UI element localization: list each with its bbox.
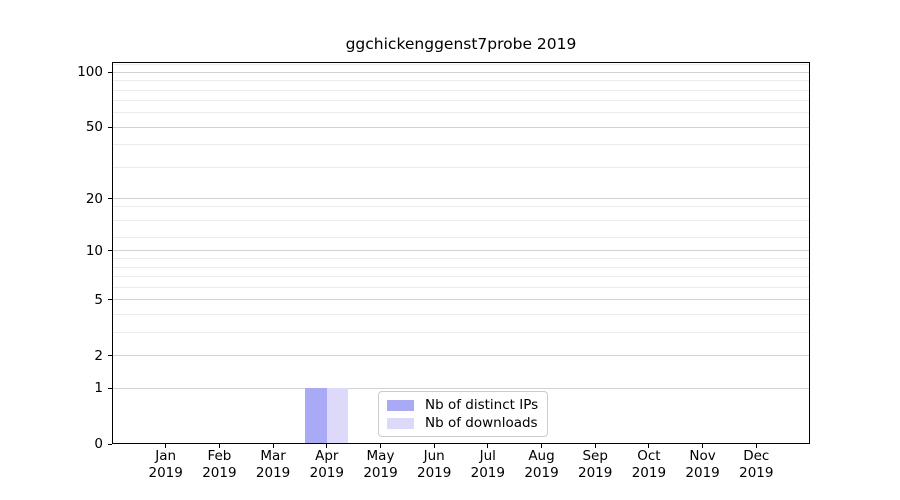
- minor-gridline: [113, 236, 809, 238]
- x-axis-tick: [541, 444, 542, 448]
- x-axis-tick-label: Feb 2019: [179, 448, 259, 481]
- x-tick-month: May: [366, 448, 395, 464]
- plot-area: [112, 62, 810, 444]
- x-tick-year: 2019: [631, 464, 667, 481]
- x-axis-tick-label: Mar 2019: [233, 448, 313, 481]
- x-axis-tick: [272, 444, 274, 448]
- legend-swatch: [387, 399, 414, 411]
- major-gridline: [113, 71, 809, 73]
- x-tick-year: 2019: [417, 464, 452, 481]
- x-tick-year: 2019: [524, 464, 559, 481]
- y-axis-tick: [108, 71, 112, 73]
- y-axis-tick-label: 100: [77, 64, 103, 81]
- y-axis-tick-label: 1: [94, 380, 103, 397]
- y-axis-tick-label: 5: [94, 291, 103, 308]
- x-tick-month: Oct: [637, 448, 661, 464]
- legend: Nb of distinct IPs Nb of downloads: [378, 391, 549, 437]
- legend-item: Nb of downloads: [387, 415, 538, 431]
- minor-gridline: [113, 331, 809, 333]
- x-tick-month: Feb: [207, 448, 232, 464]
- x-tick-year: 2019: [148, 464, 183, 481]
- x-tick-year: 2019: [255, 464, 291, 481]
- y-axis-tick: [108, 387, 112, 389]
- x-axis-tick-label: Jun 2019: [394, 448, 474, 481]
- y-axis-tick-label: 20: [85, 190, 103, 207]
- x-tick-month: Dec: [743, 448, 770, 464]
- legend-label: Nb of distinct IPs: [425, 397, 539, 413]
- x-axis-tick: [165, 444, 167, 448]
- x-tick-month: Jun: [423, 448, 445, 464]
- y-axis-tick-label: 10: [85, 242, 103, 259]
- y-axis-tick: [108, 198, 112, 200]
- x-axis-tick-label: Sep 2019: [555, 448, 635, 481]
- major-gridline: [113, 198, 809, 200]
- x-axis-tick-label: May 2019: [341, 448, 421, 481]
- legend-label: Nb of downloads: [425, 415, 538, 431]
- x-axis-tick-label: Aug 2019: [502, 448, 582, 481]
- legend-swatch: [387, 417, 414, 429]
- minor-gridline: [113, 80, 809, 82]
- major-gridline: [113, 387, 809, 389]
- minor-gridline: [113, 89, 809, 91]
- y-axis-tick: [108, 299, 112, 301]
- x-axis-tick: [594, 444, 596, 448]
- minor-gridline: [113, 144, 809, 146]
- x-tick-month: Jul: [479, 448, 496, 464]
- y-axis-tick: [108, 126, 112, 128]
- x-tick-year: 2019: [202, 464, 237, 481]
- x-tick-month: Sep: [582, 448, 608, 464]
- x-axis-tick-label: Oct 2019: [609, 448, 689, 481]
- minor-gridline: [113, 276, 809, 277]
- x-axis-tick: [487, 444, 489, 448]
- major-gridline: [113, 250, 809, 252]
- x-tick-year: 2019: [685, 464, 720, 481]
- y-axis-tick: [108, 443, 112, 445]
- x-axis-tick-label: Jul 2019: [448, 448, 528, 481]
- x-tick-year: 2019: [309, 464, 344, 481]
- x-tick-month: Mar: [260, 448, 286, 464]
- legend-item: Nb of distinct IPs: [387, 397, 538, 413]
- minor-gridline: [113, 206, 809, 208]
- x-axis-tick: [433, 444, 435, 448]
- x-axis-tick-label: Apr 2019: [287, 448, 367, 481]
- y-axis-tick-label: 0: [94, 436, 103, 452]
- x-tick-year: 2019: [363, 464, 398, 481]
- chart-title: ggchickenggenst7probe 2019: [345, 35, 577, 53]
- x-axis-tick-label: Dec 2019: [716, 448, 796, 481]
- x-tick-month: Nov: [689, 448, 716, 464]
- minor-gridline: [113, 220, 809, 222]
- minor-gridline: [113, 266, 809, 268]
- x-tick-month: Aug: [528, 448, 555, 464]
- x-tick-year: 2019: [739, 464, 774, 481]
- x-axis-tick-label: Nov 2019: [663, 448, 743, 481]
- minor-gridline: [113, 313, 809, 315]
- x-tick-year: 2019: [470, 464, 505, 481]
- x-axis-tick: [648, 444, 650, 448]
- minor-gridline: [113, 100, 809, 102]
- minor-gridline: [113, 112, 809, 114]
- x-tick-year: 2019: [578, 464, 613, 481]
- x-axis-tick: [218, 444, 220, 448]
- major-gridline: [113, 355, 809, 356]
- x-axis-tick: [326, 444, 328, 448]
- y-axis-tick-label: 2: [94, 347, 103, 364]
- x-axis-tick-label: Jan 2019: [126, 448, 206, 481]
- major-gridline: [113, 126, 809, 128]
- x-axis-tick: [380, 444, 381, 448]
- major-gridline: [113, 299, 809, 301]
- minor-gridline: [113, 166, 809, 168]
- y-axis-tick: [108, 355, 112, 356]
- x-tick-month: Apr: [315, 448, 339, 464]
- x-axis-tick: [755, 444, 757, 448]
- minor-gridline: [113, 64, 809, 66]
- bar-downloads: [326, 388, 349, 443]
- minor-gridline: [113, 286, 809, 288]
- bar-distinct-ips: [305, 388, 327, 443]
- y-axis-tick: [108, 250, 112, 252]
- x-axis-tick: [702, 444, 704, 448]
- x-tick-month: Jan: [155, 448, 177, 464]
- minor-gridline: [113, 258, 809, 259]
- y-axis-tick-label: 50: [85, 119, 103, 136]
